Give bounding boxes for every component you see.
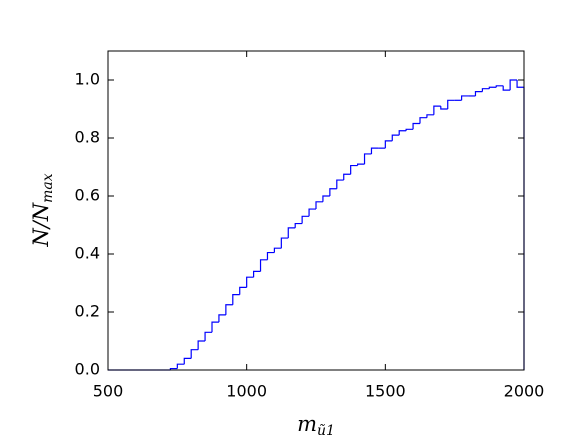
plot-frame xyxy=(107,50,525,371)
histogram-step xyxy=(412,122,420,130)
histogram-step xyxy=(350,164,358,175)
y-label-main: N/N xyxy=(29,202,53,247)
histogram-step xyxy=(211,321,219,333)
y-tick-label: 0.2 xyxy=(75,302,100,321)
histogram-step xyxy=(398,130,407,136)
histogram-step xyxy=(308,208,316,217)
histogram-step xyxy=(357,163,365,166)
histogram-step xyxy=(232,294,240,305)
histogram-step xyxy=(204,331,212,341)
histogram-step xyxy=(363,153,372,165)
histogram-step xyxy=(405,128,414,131)
histogram-step xyxy=(287,227,296,239)
histogram-step xyxy=(343,173,351,181)
histogram-step xyxy=(294,222,303,228)
histogram-step xyxy=(336,179,344,189)
histogram-step xyxy=(239,286,247,295)
histogram-step xyxy=(315,201,323,210)
histogram-step xyxy=(440,106,448,110)
x-label-main: m xyxy=(297,412,317,436)
histogram-step xyxy=(197,340,206,350)
x-axis-label: mũ1 xyxy=(297,412,335,440)
y-tick-label: 0.8 xyxy=(75,128,100,147)
y-tick-label: 0.6 xyxy=(75,186,100,205)
x-tick-label: 1500 xyxy=(365,382,406,401)
histogram-step xyxy=(218,314,226,323)
histogram-step xyxy=(461,95,469,101)
histogram-step xyxy=(516,80,525,370)
y-tick-label: 0.4 xyxy=(75,244,100,263)
histogram-step xyxy=(322,195,330,202)
histogram-step xyxy=(447,99,455,109)
histogram-step xyxy=(246,276,254,288)
histogram-step xyxy=(495,85,504,88)
y-tick-label: 1.0 xyxy=(75,70,100,89)
histogram-step xyxy=(190,349,199,359)
histogram-step xyxy=(266,251,275,260)
y-tick-label: 0.0 xyxy=(75,360,100,379)
histogram-step xyxy=(433,105,441,115)
histogram-step xyxy=(280,237,289,249)
histogram-step xyxy=(474,91,483,96)
histogram-step xyxy=(481,88,490,92)
histogram-step xyxy=(301,215,310,224)
histogram-step xyxy=(384,140,393,149)
x-tick-label: 1000 xyxy=(226,382,267,401)
x-tick-label: 2000 xyxy=(504,382,545,401)
histogram-step xyxy=(225,304,233,315)
x-label-sub: ũ1 xyxy=(317,423,335,439)
x-tick-label: 500 xyxy=(93,382,124,401)
histogram-step xyxy=(183,357,192,365)
histogram-step xyxy=(253,270,261,278)
histogram-step xyxy=(488,86,497,89)
histogram-step xyxy=(419,117,427,124)
histogram-step xyxy=(509,79,518,91)
histogram-step xyxy=(502,85,511,91)
histogram-step xyxy=(329,188,337,196)
histogram-step xyxy=(370,147,379,154)
y-axis-label: N/Nmax xyxy=(29,173,57,247)
y-label-sub: max xyxy=(40,173,56,203)
histogram-step xyxy=(259,259,268,272)
histogram-step xyxy=(426,114,434,118)
histogram-step xyxy=(391,134,400,141)
histogram-step xyxy=(273,247,282,253)
histogram-step xyxy=(176,363,185,369)
